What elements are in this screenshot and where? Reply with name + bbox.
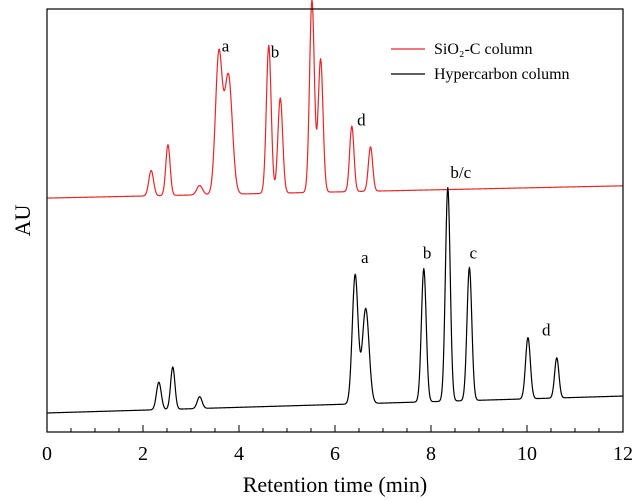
axes: 0 2 4 6 8 10 12 (42, 8, 633, 465)
legend: SiO₂-C column Hypercarbon column (391, 41, 570, 83)
legend-label-1: SiO₂-C column (434, 41, 532, 58)
peak-label: d (357, 110, 366, 129)
peak-label: c (310, 0, 318, 2)
legend-label-2: Hypercarbon column (434, 66, 570, 83)
peak-label: c (469, 244, 477, 263)
peak-label: b (423, 244, 432, 263)
x-tick-label: 8 (426, 443, 436, 465)
x-tick-label: 6 (330, 443, 340, 465)
x-tick-label: 10 (517, 443, 537, 465)
series-line-2 (46, 186, 624, 414)
peak-labels: a b c d a b b/c c d (222, 0, 551, 340)
peak-label: d (542, 321, 551, 340)
x-tick-label: 12 (613, 443, 633, 465)
x-tick-label: 0 (42, 443, 52, 465)
x-tick-label: 2 (138, 443, 148, 465)
traces (46, 0, 624, 414)
peak-label: b/c (450, 163, 471, 182)
peak-label: a (361, 248, 369, 267)
peak-label: a (222, 36, 230, 55)
x-axis-title: Retention time (min) (243, 472, 428, 497)
x-tick-label: 4 (234, 443, 244, 465)
y-axis-title: AU (10, 205, 35, 237)
series-line-1 (46, 0, 624, 199)
peak-label: b (271, 43, 280, 62)
